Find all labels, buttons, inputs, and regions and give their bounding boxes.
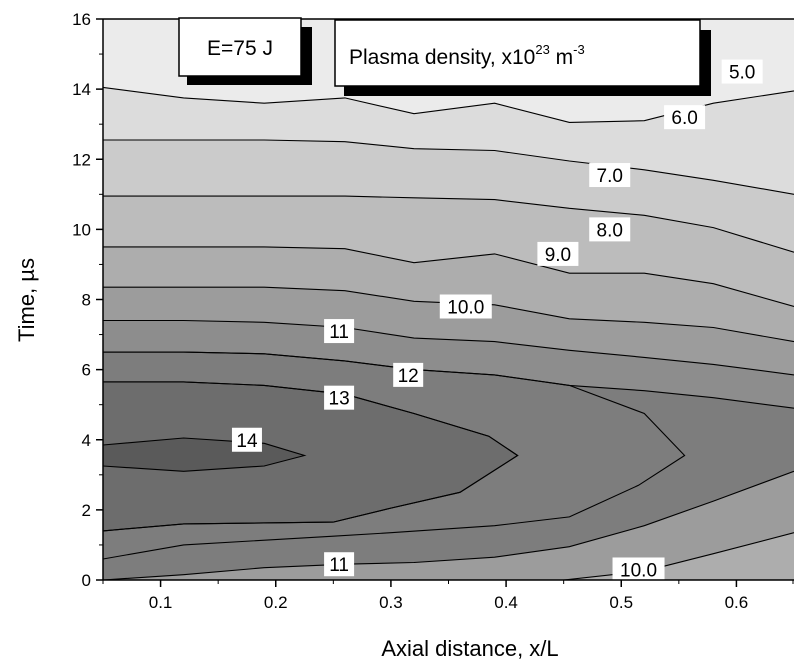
contour-label-bg bbox=[664, 105, 706, 130]
contour-line-8.0 bbox=[103, 246, 794, 308]
contour-line-11-bottom bbox=[103, 470, 794, 580]
y-tick-label: 6 bbox=[82, 361, 91, 380]
contour-label-bg bbox=[439, 294, 492, 319]
contour-label-text: 12 bbox=[398, 366, 419, 387]
contour-label-9.0: 9.0 bbox=[537, 241, 579, 266]
contour-label-bg bbox=[612, 557, 665, 582]
quantity-unit-exponent: -3 bbox=[573, 42, 585, 57]
y-tick-label: 10 bbox=[72, 220, 91, 239]
y-tick-label: 0 bbox=[82, 571, 91, 590]
contour-label-bg bbox=[393, 362, 424, 387]
band-10-bottom bbox=[103, 471, 794, 580]
contour-label-text: 9.0 bbox=[545, 245, 571, 266]
contour-label-14: 14 bbox=[231, 427, 262, 452]
contour-label-bg bbox=[589, 163, 631, 188]
contour-label-text: 11 bbox=[329, 322, 349, 343]
contour-line-10-bottom bbox=[563, 532, 794, 580]
band-9-bottom bbox=[563, 532, 794, 580]
contour-label-text: 8.0 bbox=[597, 220, 623, 241]
contour-line-7.0 bbox=[103, 195, 794, 253]
x-tick-label: 0.3 bbox=[379, 593, 403, 612]
y-tick-label: 12 bbox=[72, 150, 91, 169]
energy-annotation-box: E=75 J bbox=[178, 17, 312, 85]
contour-label-text: 11 bbox=[329, 555, 349, 576]
contour-line-6.0 bbox=[103, 139, 794, 195]
contour-line-14 bbox=[103, 437, 307, 472]
quantity-annotation: Plasma density, x1023 m-3 bbox=[349, 42, 585, 69]
x-tick-label: 0.5 bbox=[609, 593, 633, 612]
y-tick-label: 16 bbox=[72, 10, 91, 29]
x-tick-label: 0.4 bbox=[494, 593, 518, 612]
contour-label-text: 5.0 bbox=[729, 63, 755, 84]
contour-label-text: 10.0 bbox=[447, 298, 484, 319]
x-tick-label: 0.2 bbox=[264, 593, 288, 612]
contour-label-5.0: 5.0 bbox=[721, 59, 763, 84]
contour-label-text: 7.0 bbox=[597, 166, 623, 187]
contour-label-bg bbox=[231, 427, 262, 452]
quantity-exponent: 23 bbox=[535, 42, 549, 57]
contour-label-13: 13 bbox=[324, 385, 355, 410]
band-13-inner bbox=[103, 381, 518, 531]
contour-line-10.0 bbox=[103, 319, 794, 376]
contour-label-bg bbox=[589, 217, 631, 242]
contour-label-text: 13 bbox=[329, 389, 350, 410]
contour-bands bbox=[103, 19, 794, 580]
y-tick-label: 4 bbox=[82, 431, 91, 450]
contour-label-bg bbox=[537, 241, 579, 266]
quantity-annotation-box: Plasma density, x1023 m-3 bbox=[334, 19, 711, 96]
quantity-unit: m bbox=[550, 46, 573, 69]
contour-labels: 5.0 6.0 7.0 8.0 9.0 10.0 11 12 13 14 11 10.0 bbox=[231, 59, 763, 582]
y-tick-label: 2 bbox=[82, 501, 91, 520]
x-tick-label: 0.1 bbox=[149, 593, 173, 612]
contour-label-text: 10.0 bbox=[620, 560, 657, 581]
contour-label-bg bbox=[721, 59, 763, 84]
contour-label-11: 11 bbox=[324, 552, 355, 577]
contour-label-text: 6.0 bbox=[671, 108, 697, 129]
x-ticks: 0.1 0.2 0.3 0.4 0.5 0.6 bbox=[102, 580, 794, 612]
contour-label-11: 11 bbox=[324, 319, 355, 344]
x-tick-label: 0.6 bbox=[725, 593, 749, 612]
contour-label-10.0: 10.0 bbox=[439, 294, 492, 319]
contour-label-bg bbox=[324, 319, 355, 344]
energy-annotation: E=75 J bbox=[207, 37, 273, 60]
y-tick-label: 14 bbox=[72, 80, 91, 99]
contour-label-text: 14 bbox=[236, 431, 258, 452]
x-axis-title: Axial distance, x/L bbox=[381, 636, 558, 661]
y-ticks: 0 2 4 6 8 10 12 14 16 bbox=[72, 10, 103, 590]
contour-line-12-outer bbox=[103, 351, 686, 560]
quantity-prefix: Plasma density, x10 bbox=[349, 46, 535, 69]
y-tick-label: 8 bbox=[82, 291, 91, 310]
contour-label-6.0: 6.0 bbox=[664, 105, 706, 130]
contour-label-10.0: 10.0 bbox=[612, 557, 665, 582]
contour-label-bg bbox=[324, 552, 355, 577]
y-axis-title: Time, µs bbox=[14, 258, 39, 342]
contour-label-bg bbox=[324, 385, 355, 410]
contour-lines bbox=[103, 86, 794, 580]
contour-line-13 bbox=[103, 381, 519, 532]
contour-label-8.0: 8.0 bbox=[589, 217, 631, 242]
contour-label-12: 12 bbox=[393, 362, 424, 387]
contour-label-7.0: 7.0 bbox=[589, 163, 631, 188]
